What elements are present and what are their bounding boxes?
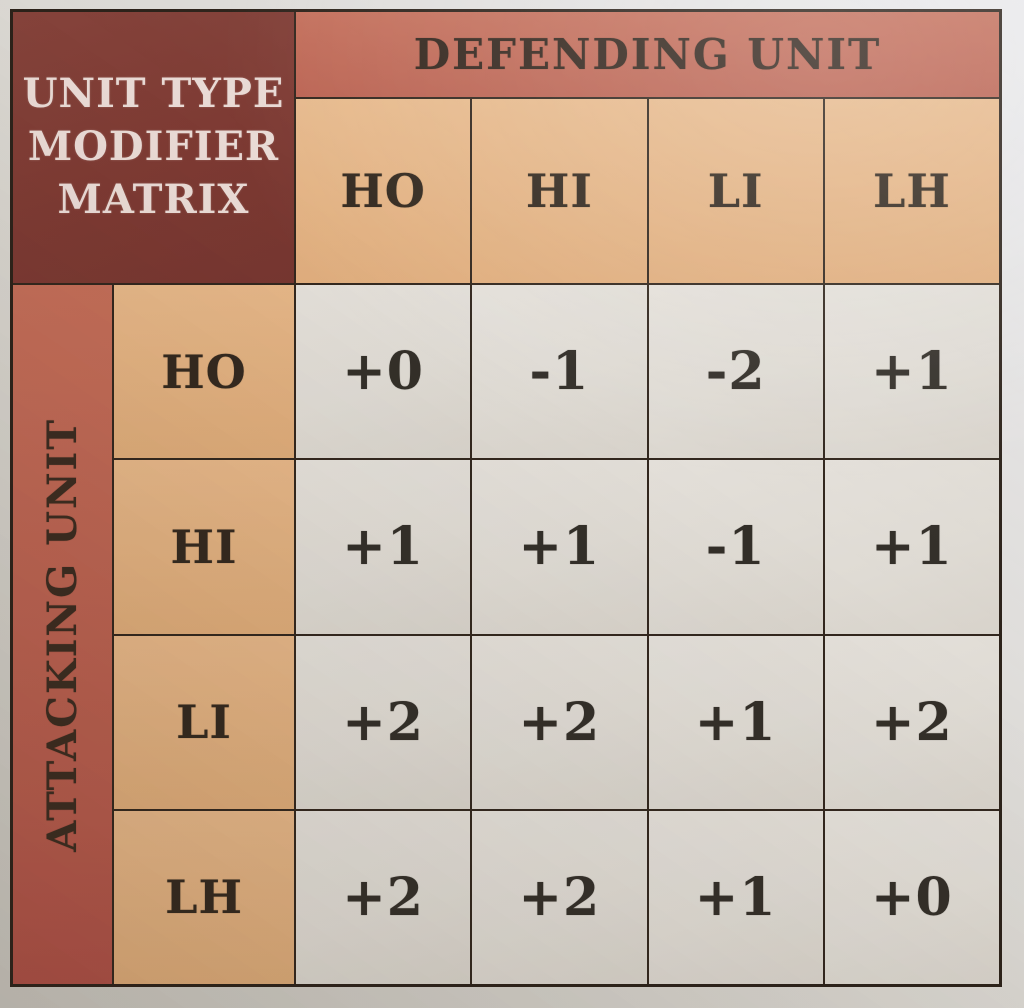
row-label-ho: HO	[114, 285, 294, 459]
row-label-lh: LH	[114, 810, 294, 984]
modifier-cell-hi-vs-li: -1	[648, 460, 823, 634]
modifier-cell-lh-vs-ho: +2	[296, 810, 471, 984]
modifier-cell-lh-vs-hi: +2	[472, 810, 647, 984]
modifier-cell-ho-vs-li: -2	[648, 285, 823, 459]
modifier-cell-li-vs-hi: +2	[472, 635, 647, 809]
attacking-unit-group-header: ATTACKING UNIT	[13, 285, 112, 984]
modifier-cell-ho-vs-hi: -1	[472, 285, 647, 459]
matrix-title-line: UNIT TYPE	[22, 70, 285, 118]
modifier-cell-hi-vs-ho: +1	[296, 460, 471, 634]
matrix-title-cell: UNIT TYPE MODIFIER MATRIX	[13, 12, 294, 283]
attacking-unit-label: ATTACKING UNIT	[39, 417, 86, 852]
row-label-hi: HI	[114, 460, 294, 634]
modifier-cell-hi-vs-lh: +1	[824, 460, 999, 634]
column-header-li: LI	[648, 99, 823, 283]
modifier-cell-hi-vs-hi: +1	[472, 460, 647, 634]
column-header-hi: HI	[472, 99, 647, 283]
modifier-cell-li-vs-lh: +2	[824, 635, 999, 809]
column-header-ho: HO	[296, 99, 471, 283]
modifier-cell-ho-vs-lh: +1	[824, 285, 999, 459]
column-header-lh: LH	[824, 99, 999, 283]
matrix-title-line: MODIFIER	[27, 123, 280, 171]
modifier-cell-ho-vs-ho: +0	[296, 285, 471, 459]
modifier-cell-li-vs-ho: +2	[296, 635, 471, 809]
modifier-cell-lh-vs-li: +1	[648, 810, 823, 984]
row-label-li: LI	[114, 635, 294, 809]
modifier-cell-li-vs-li: +1	[648, 635, 823, 809]
matrix-title-line: MATRIX	[57, 175, 250, 223]
unit-type-modifier-matrix: UNIT TYPE MODIFIER MATRIX DEFENDING UNIT…	[10, 9, 1002, 987]
modifier-cell-lh-vs-lh: +0	[824, 810, 999, 984]
defending-unit-group-header: DEFENDING UNIT	[296, 12, 999, 97]
